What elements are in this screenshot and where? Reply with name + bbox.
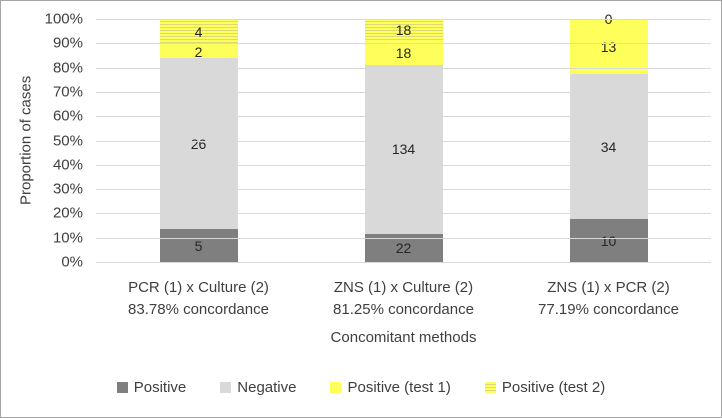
bar-segment: 2 [159,43,238,60]
legend-label: Positive [133,379,187,396]
legend-item: Positive (test 1) [330,379,451,396]
category-label-concordance: 81.25% concordance [333,300,474,318]
y-tick-label: 20% [52,204,83,222]
category-label-concordance: 83.78% concordance [128,300,269,318]
data-label: 18 [395,22,412,39]
bar-segment: 13 [569,19,648,75]
legend-swatch-icon [330,382,342,393]
bar-segment: 34 [569,74,648,220]
bar-segment: 134 [364,64,443,235]
category-cell: 5 26 2 4 [96,19,301,262]
category-label-methods: PCR (1) x Culture (2) [128,279,269,296]
y-tick-label: 80% [52,59,83,77]
category-label-concordance: 77.19% concordance [538,300,679,318]
x-axis-title: Concomitant methods [330,329,477,346]
stacked-bar: 5 26 2 4 [159,19,238,262]
legend-label: Negative [237,379,297,396]
data-label: 10 [600,232,617,249]
legend-swatch-icon [484,382,496,393]
bar-segment: 4 [159,19,238,46]
gridline [96,237,711,239]
data-label: 2 [194,43,203,60]
y-tick-label: 0% [61,253,83,271]
data-label: 4 [194,24,203,41]
gridline [96,140,711,142]
bar-segment: 10 [569,219,648,262]
data-label: 18 [395,45,412,62]
category-label-methods: ZNS (1) x Culture (2) [333,279,474,296]
gridline [96,189,711,191]
category-label: ZNS (1) x PCR (2) 77.19% concordance [506,277,711,321]
data-label: 5 [194,237,203,254]
y-tick-label: 70% [52,83,83,101]
category-label-methods: ZNS (1) x PCR (2) [547,279,670,296]
category-label: ZNS (1) x Culture (2) 81.25% concordance [301,277,506,321]
category-label: PCR (1) x Culture (2) 83.78% concordance [96,277,301,321]
gridline [96,213,711,215]
gridline [96,262,711,263]
y-axis-tick-labels: 100% 90% 80% 70% 60% 50% 40% 30% 20% 10% 0% [1,11,89,271]
bar-segment: 22 [364,234,443,262]
y-tick-label: 50% [52,132,83,149]
category-cell: 1034130 [506,11,711,262]
gridline [96,43,711,45]
y-tick-label: 40% [52,156,83,174]
y-tick-label: 30% [52,180,83,198]
x-axis-category-labels: PCR (1) x Culture (2) 83.78% concordance Z… [96,277,711,321]
legend-item: Positive (test 2) [484,379,606,396]
data-label: 34 [600,138,617,155]
legend-label: Positive (test 1) [347,379,451,396]
data-label: 13 [600,38,617,55]
y-tick-label: 10% [52,229,83,247]
legend-swatch-icon [220,382,232,393]
bar-segment: 5 [159,229,238,262]
legend-swatch-icon [116,382,128,393]
y-tick-label: 100% [44,10,83,28]
gridline [96,67,711,69]
bar-segment: 18 [364,41,443,65]
bar-segment: 26 [159,58,238,230]
gridline [96,164,711,166]
gridline [96,91,711,93]
legend-item: Negative [220,379,296,396]
bar-segment: 18 [364,19,443,42]
y-tick-label: 90% [52,34,83,52]
y-tick-label: 60% [52,107,83,125]
legend-label: Positive (test 2) [501,379,606,396]
legend: Positive Negative Positive (test 1) Positiv… [1,379,721,396]
plot-area: 526242213418181034130 [96,11,711,263]
data-label: 22 [395,240,412,257]
legend-item: Positive [116,379,187,396]
data-label: 26 [190,135,207,152]
data-label: 134 [391,141,416,158]
gridline [96,19,711,20]
gridline [96,116,711,118]
stacked-bar: 1034130 [569,11,648,262]
